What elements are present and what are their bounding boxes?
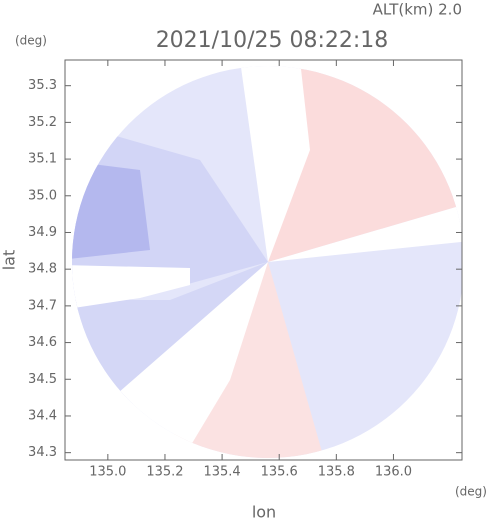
- y-unit: (deg): [15, 34, 47, 48]
- x-tick-label: 136.0: [375, 465, 412, 480]
- x-tick-label: 135.6: [261, 465, 298, 480]
- y-tick-label: 35.0: [28, 188, 57, 203]
- chart-title: 2021/10/25 08:22:18: [156, 28, 389, 53]
- x-tick-label: 135.4: [203, 465, 240, 480]
- y-tick-label: 34.6: [28, 335, 57, 350]
- y-tick-label: 34.9: [28, 225, 57, 240]
- y-tick-label: 34.7: [28, 298, 57, 313]
- y-tick-label: 35.3: [28, 78, 57, 93]
- y-tick-label: 34.4: [28, 408, 57, 423]
- x-axis-label: lon: [252, 503, 276, 521]
- altitude-label: ALT(km) 2.0: [373, 1, 462, 19]
- y-tick-label: 34.5: [28, 372, 57, 387]
- radar-field: [72, 66, 462, 458]
- x-tick-label: 135.0: [89, 465, 126, 480]
- x-tick-label: 135.8: [318, 465, 355, 480]
- x-unit: (deg): [455, 485, 487, 499]
- y-axis-label: lat: [0, 250, 19, 271]
- y-tick-label: 35.1: [28, 152, 57, 167]
- y-tick-label: 34.3: [28, 445, 57, 460]
- y-tick-label: 35.2: [28, 115, 57, 130]
- x-tick-label: 135.2: [146, 465, 183, 480]
- plot-frame: [64, 59, 463, 461]
- y-tick-label: 34.8: [28, 262, 57, 277]
